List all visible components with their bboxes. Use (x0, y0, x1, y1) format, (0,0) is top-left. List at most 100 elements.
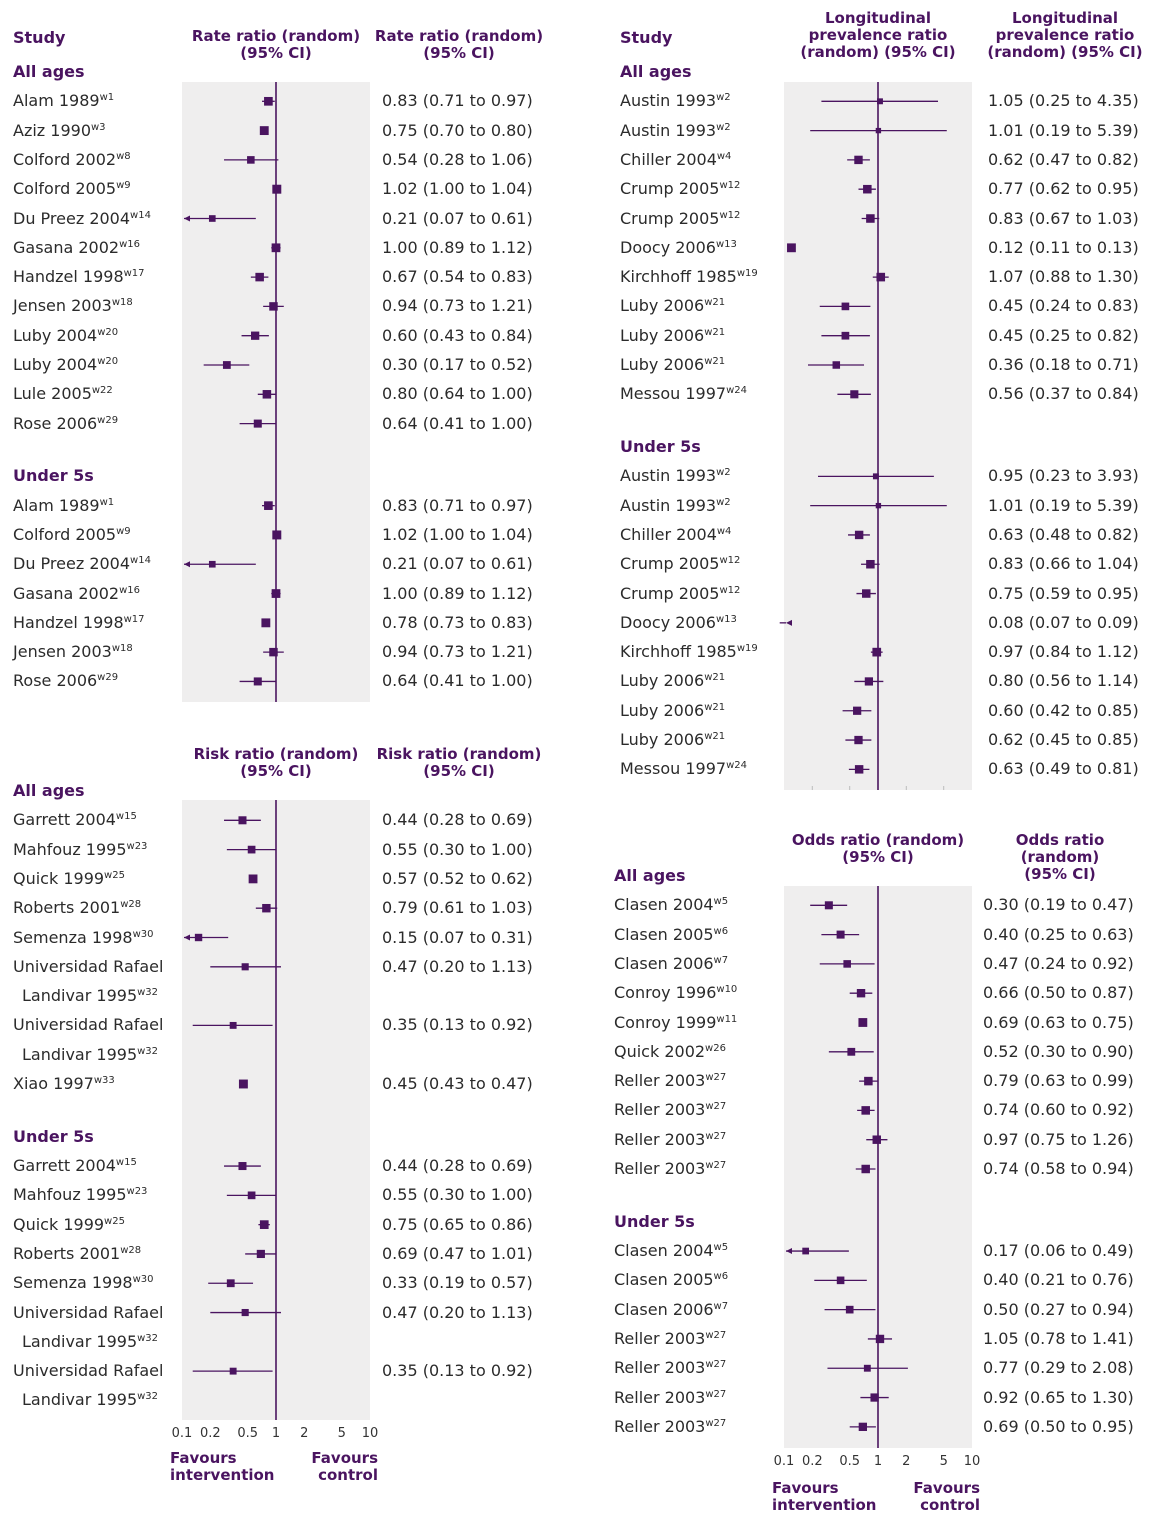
study-name: Landivar 1995 (22, 986, 138, 1006)
point-estimate (271, 243, 281, 253)
effect-ci-value: 0.44 (0.28 to 0.69) (382, 1156, 533, 1176)
effect-ci-value: 0.50 (0.27 to 0.94) (983, 1299, 1134, 1319)
ci-column-header: Risk ratio (random) (95% CI) (376, 745, 542, 780)
effect-ci-value: 0.52 (0.30 to 0.90) (983, 1041, 1134, 1061)
study-name: Luby 2006 (620, 325, 705, 345)
favours-intervention-label: Favours intervention (772, 1479, 877, 1514)
point-estimate (259, 126, 269, 136)
study-label: Reller 2003w27 (614, 1159, 726, 1178)
point-estimate (876, 272, 886, 282)
study-label: Universidad Rafael (13, 957, 163, 976)
effect-ci-value: 0.74 (0.58 to 0.94) (983, 1159, 1134, 1178)
study-label: Luby 2006w21 (620, 296, 725, 315)
study-label: Luby 2006w21 (620, 671, 725, 690)
study-name: Gasana 2002 (13, 583, 120, 603)
point-estimate (208, 560, 216, 568)
study-reference: w14 (130, 555, 151, 567)
study-reference: w19 (736, 268, 758, 280)
effect-ci-value: 0.75 (0.59 to 0.95) (988, 583, 1139, 603)
effect-ci-value: 0.36 (0.18 to 0.71) (988, 355, 1139, 374)
study-label: Roberts 2001w28 (13, 898, 141, 917)
study-reference: w7 (713, 1300, 729, 1312)
study-name: Clasen 2004 (614, 1241, 714, 1261)
study-label: Reller 2003w27 (614, 1130, 726, 1149)
study-name: Clasen 2006 (614, 1299, 714, 1319)
study-label: Doocy 2006w13 (620, 238, 737, 257)
study-label: Rose 2006w29 (13, 414, 118, 433)
study-name: Austin 1993 (620, 120, 717, 140)
study-reference: w16 (119, 584, 140, 596)
study-name: Reller 2003 (614, 1100, 706, 1120)
point-estimate (824, 901, 833, 910)
study-label: Luby 2006w21 (620, 730, 725, 749)
study-reference: w21 (704, 326, 726, 338)
point-estimate (843, 960, 851, 968)
point-estimate (841, 331, 850, 340)
study-name: Chiller 2004 (620, 524, 717, 544)
study-name: Luby 2006 (620, 700, 705, 720)
effect-ci-value: 0.83 (0.71 to 0.97) (382, 91, 533, 111)
study-reference: w24 (726, 385, 747, 397)
study-label: Reller 2003w27 (614, 1100, 726, 1119)
study-label: Chiller 2004w4 (620, 525, 731, 544)
study-reference: w28 (120, 899, 142, 911)
study-name: Reller 2003 (614, 1129, 706, 1149)
effect-ci-value: 1.01 (0.19 to 5.39) (988, 120, 1139, 140)
x-tick-label: 1 (271, 1426, 281, 1441)
effect-ci-value: 0.15 (0.07 to 0.31) (382, 927, 533, 947)
study-name: Semenza 1998 (13, 1273, 133, 1293)
study-label: Quick 2002w26 (614, 1042, 726, 1061)
study-name: Mahfouz 1995 (13, 839, 127, 859)
point-estimate (247, 1191, 256, 1200)
x-tick-label: 0.2 (801, 1454, 823, 1469)
effect-ci-value: 0.55 (0.30 to 1.00) (382, 839, 533, 859)
study-label: Handzel 1998w17 (13, 267, 145, 286)
study-label: Reller 2003w27 (614, 1417, 726, 1436)
study-reference: w20 (97, 326, 119, 338)
point-estimate (222, 361, 231, 369)
study-name: Messou 1997 (620, 759, 727, 779)
effect-ci-value: 0.79 (0.61 to 1.03) (382, 898, 533, 918)
study-name: Messou 1997 (620, 384, 727, 404)
study-reference: w21 (704, 731, 726, 743)
effect-ci-value: 0.12 (0.11 to 0.13) (988, 237, 1139, 257)
study-name: Alam 1989 (13, 91, 100, 111)
study-reference: w6 (713, 1271, 729, 1283)
point-estimate (858, 1018, 868, 1027)
study-column-header: Study (620, 28, 673, 47)
point-estimate (247, 845, 256, 854)
effect-ci-value: 0.97 (0.84 to 1.12) (988, 642, 1139, 662)
study-name: Gasana 2002 (13, 237, 120, 257)
study-name: Rose 2006 (13, 413, 98, 433)
study-reference: w15 (115, 1157, 137, 1169)
study-name: Chiller 2004 (620, 149, 717, 169)
subgroup-label: All ages (620, 62, 692, 81)
study-column-header: Study (13, 28, 66, 47)
point-estimate (861, 1164, 870, 1174)
study-name: Roberts 2001 (13, 1243, 121, 1263)
study-label: Crump 2005w12 (620, 209, 740, 228)
study-name: Landivar 1995 (22, 1044, 138, 1064)
study-name: Reller 2003 (614, 1358, 706, 1378)
study-label: Reller 2003w27 (614, 1388, 726, 1407)
study-name: Conroy 1996 (614, 983, 717, 1003)
study-reference: w1 (99, 92, 115, 104)
study-reference: w22 (91, 385, 113, 397)
effect-ci-value: 0.44 (0.28 to 0.69) (382, 810, 533, 830)
point-estimate (256, 1249, 265, 1259)
effect-ci-value: 1.05 (0.78 to 1.41) (983, 1328, 1134, 1348)
study-label: Universidad Rafael (13, 1303, 163, 1322)
study-name: Luby 2004 (13, 325, 98, 345)
point-estimate (229, 1367, 237, 1375)
study-name: Mahfouz 1995 (13, 1185, 127, 1205)
study-reference: w9 (116, 525, 131, 537)
study-label: Crump 2005w12 (620, 179, 740, 198)
study-reference: w28 (120, 1244, 142, 1256)
study-label: Rose 2006w29 (13, 671, 118, 690)
effect-ci-value: 0.74 (0.60 to 0.92) (983, 1100, 1134, 1120)
study-label: Luby 2006w21 (620, 326, 725, 345)
study-name: Crump 2005 (620, 583, 720, 603)
point-estimate (836, 930, 845, 939)
point-estimate (264, 96, 273, 106)
